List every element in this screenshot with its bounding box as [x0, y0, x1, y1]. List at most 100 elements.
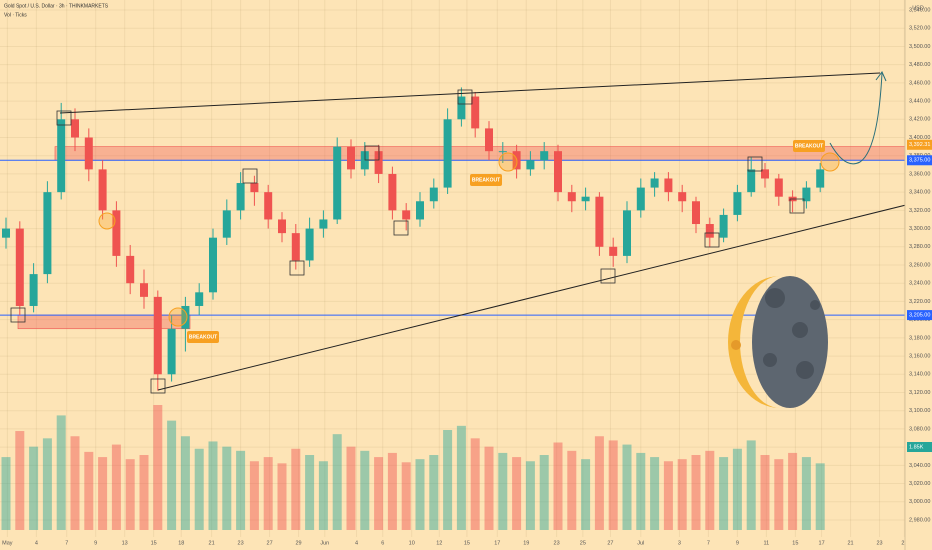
candle-body: [167, 328, 176, 375]
pivot-boxes: [10, 89, 805, 394]
y-tick-label: 3,240.00: [909, 281, 930, 287]
y-tick-label: 3,400.00: [909, 135, 930, 141]
volume-bar: [636, 452, 646, 530]
candle-body: [526, 160, 535, 170]
volume-bar: [42, 438, 52, 530]
volume-bar: [180, 436, 190, 530]
volume-bar: [594, 436, 604, 530]
x-tick-label: 15: [151, 540, 157, 546]
x-tick-label: 18: [178, 540, 184, 546]
volume-bar: [815, 463, 825, 530]
candle-body: [719, 214, 728, 238]
volume-bar: [387, 452, 397, 530]
volume-bar: [470, 438, 480, 530]
y-tick-label: 3,220.00: [909, 299, 930, 305]
candle-body: [250, 183, 259, 193]
volume-bar: [774, 459, 784, 530]
volume-bar: [98, 457, 108, 530]
x-tick-label: 23: [876, 540, 882, 546]
y-tick-label: 3,000.00: [909, 499, 930, 505]
volume-bar: [346, 446, 356, 530]
y-tick-label: 3,500.00: [909, 44, 930, 50]
volume-bar: [539, 455, 549, 530]
y-tick-label: 3,480.00: [909, 62, 930, 68]
volume-bar: [167, 420, 177, 530]
volume-bar: [553, 442, 563, 530]
x-tick-label: 7: [65, 540, 68, 546]
candle-body: [595, 196, 604, 247]
candle-body: [236, 183, 245, 211]
volume-bar: [415, 459, 425, 530]
y-tick-label: 3,260.00: [909, 262, 930, 268]
volume-bar: [332, 434, 342, 530]
support-trendline: [157, 203, 911, 391]
x-tick-label: 4: [355, 540, 358, 546]
volume-bar: [705, 450, 715, 530]
x-tick-label: 11: [764, 540, 770, 546]
volume-bar: [1, 457, 11, 530]
y-tick-label: 3,020.00: [909, 481, 930, 487]
candle-body: [816, 169, 825, 188]
x-tick-label: Jul: [637, 540, 644, 546]
y-tick-label: 3,460.00: [909, 80, 930, 86]
drawings: [10, 71, 911, 394]
x-tick-label: 12: [436, 540, 442, 546]
candle-body: [112, 210, 121, 256]
x-tick-label: Jun: [320, 540, 329, 546]
volume-tag-bg: [907, 442, 932, 452]
candle-body: [153, 296, 162, 375]
y-tick-label: 3,040.00: [909, 463, 930, 469]
candle-body: [498, 151, 507, 153]
volume-bar: [719, 457, 729, 530]
breakout-badge: [187, 331, 219, 343]
candle-body: [29, 274, 38, 306]
level-tag-bg: [907, 155, 932, 166]
y-tick-label: 3,320.00: [909, 208, 930, 214]
candle-body: [402, 210, 411, 220]
y-tick-label: 3,160.00: [909, 354, 930, 360]
x-tick-label: 21: [209, 540, 215, 546]
candle-body: [540, 151, 549, 161]
candle-body: [581, 196, 590, 202]
x-tick-label: 21: [847, 540, 853, 546]
candle-body: [650, 178, 659, 188]
volume-bar: [429, 455, 439, 530]
currency: USD: [912, 5, 924, 11]
volume-bar: [291, 448, 301, 530]
volume-bar: [56, 415, 66, 530]
candle-body: [416, 201, 424, 220]
volume-bar: [305, 455, 315, 530]
resistance-trendline: [59, 72, 881, 114]
x-tick-label: May: [2, 540, 13, 546]
candle-body: [126, 255, 135, 284]
candle-body: [774, 178, 783, 197]
x-tick-label: 3: [678, 540, 681, 546]
y-tick-label: 3,080.00: [909, 426, 930, 432]
volume-bar: [567, 450, 577, 530]
price-tag-bg: [907, 139, 932, 150]
candle-body: [443, 119, 452, 188]
y-tick-label: 3,200.00: [909, 317, 930, 323]
candle-body: [664, 178, 673, 193]
candle-body: [140, 283, 148, 297]
candle-body: [733, 192, 742, 215]
breakout-label: BREAKOUT: [795, 143, 823, 149]
x-tick-label: 10: [409, 540, 415, 546]
volume-bar: [663, 461, 673, 530]
volume-bar: [732, 448, 742, 530]
y-tick-label: 3,280.00: [909, 244, 930, 250]
y-tick-label: 3,440.00: [909, 99, 930, 105]
candle-body: [457, 96, 466, 120]
candle-body: [195, 292, 204, 306]
volume-bar: [401, 462, 411, 530]
candle-body: [567, 192, 576, 202]
x-tick-label: 19: [523, 540, 529, 546]
volume-bar: [608, 440, 618, 530]
projection-arrow: [829, 72, 883, 165]
volume-bar: [788, 452, 798, 530]
zones: [0, 146, 906, 330]
x-tick-label: 13: [122, 540, 128, 546]
volume-bar: [29, 446, 39, 530]
x-tick-label: 29: [295, 540, 301, 546]
